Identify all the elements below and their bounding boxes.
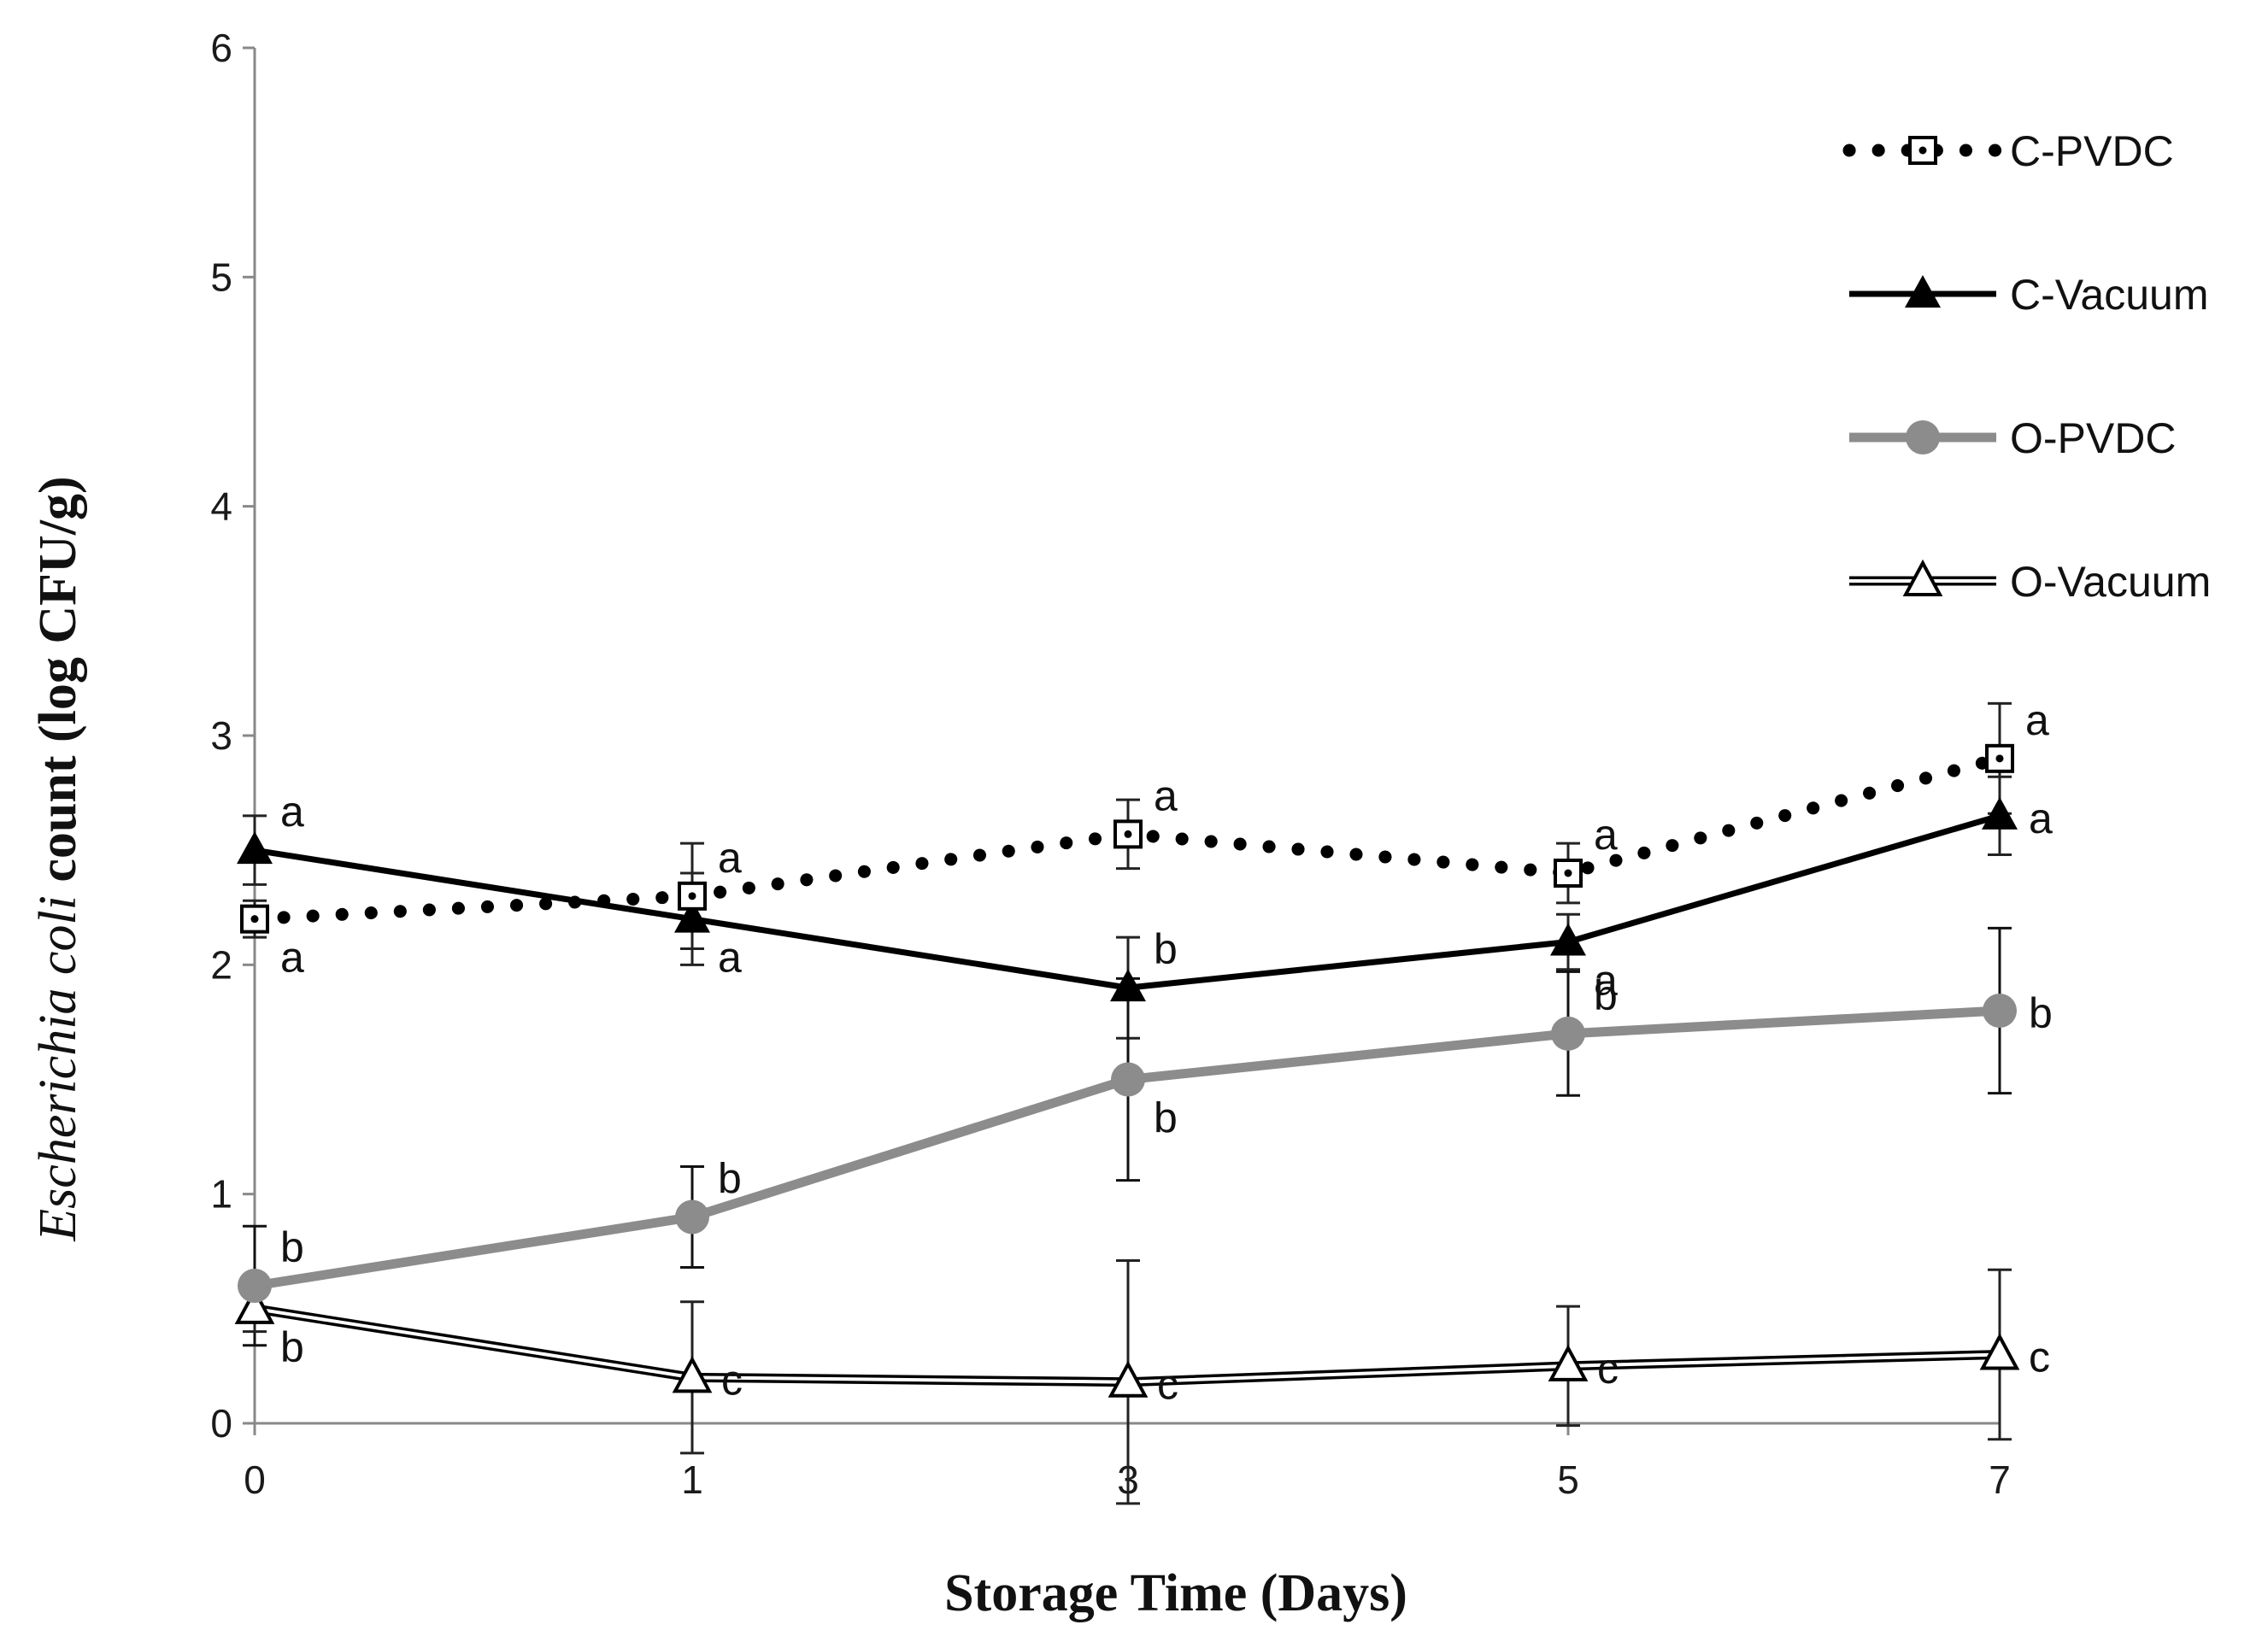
y-tick-label: 4 bbox=[210, 484, 232, 529]
marker-c-vacuum bbox=[674, 900, 710, 933]
legend-item-o-vacuum: O-Vacuum bbox=[1849, 558, 2211, 606]
significance-label: b bbox=[1154, 925, 1178, 973]
marker-o-vacuum bbox=[672, 1356, 713, 1393]
marker-c-vacuum bbox=[237, 831, 273, 865]
significance-label: a bbox=[1594, 957, 1618, 1005]
marker-o-pvdc bbox=[238, 1269, 272, 1303]
marker-c-pvdc-dot bbox=[250, 915, 259, 924]
y-axis-title: Escherichia coli count (log CFU/g) bbox=[29, 476, 87, 1241]
marker-o-pvdc bbox=[1983, 994, 2017, 1028]
legend-marker bbox=[1902, 559, 1943, 596]
y-tick-label: 3 bbox=[210, 713, 232, 758]
x-tick-label: 7 bbox=[1989, 1457, 2011, 1502]
legend-label: C-Vacuum bbox=[2010, 271, 2208, 319]
significance-label: a bbox=[1154, 771, 1178, 819]
marker-o-pvdc bbox=[1551, 1016, 1585, 1051]
y-tick-label: 6 bbox=[210, 26, 232, 70]
significance-label: a bbox=[280, 934, 304, 982]
marker-c-pvdc-dot bbox=[688, 892, 696, 900]
x-tick-label: 1 bbox=[681, 1457, 703, 1502]
marker-o-vacuum bbox=[1108, 1360, 1149, 1398]
significance-label: a bbox=[718, 834, 742, 882]
significance-label: b bbox=[280, 1323, 304, 1371]
legend-label: O-PVDC bbox=[2010, 414, 2176, 462]
legend-item-c-vacuum: C-Vacuum bbox=[1849, 271, 2208, 319]
marker-o-vacuum bbox=[234, 1287, 275, 1324]
legend-label: C-PVDC bbox=[2010, 127, 2174, 175]
significance-label: c bbox=[721, 1356, 743, 1404]
significance-label: b bbox=[1154, 1094, 1178, 1142]
marker-c-vacuum bbox=[1110, 969, 1146, 1002]
legend-item-o-pvdc: O-PVDC bbox=[1849, 414, 2176, 462]
legend-label: O-Vacuum bbox=[2010, 558, 2211, 606]
y-tick-label: 0 bbox=[210, 1401, 232, 1446]
significance-label: a bbox=[2025, 696, 2049, 744]
marker-c-pvdc-dot bbox=[1124, 830, 1132, 838]
legend-marker-dot bbox=[1918, 146, 1927, 155]
legend-item-c-pvdc: C-PVDC bbox=[1842, 127, 2174, 175]
y-axis-title-rest: count (log CFU/g) bbox=[29, 476, 87, 895]
legend-marker bbox=[1906, 420, 1940, 455]
marker-c-pvdc-dot bbox=[1995, 754, 2004, 763]
y-tick-label: 5 bbox=[210, 255, 232, 299]
marker-o-pvdc bbox=[1111, 1062, 1145, 1097]
marker-o-pvdc bbox=[675, 1199, 709, 1235]
marker-c-vacuum bbox=[1982, 796, 2018, 830]
y-tick-label: 1 bbox=[210, 1172, 232, 1217]
y-tick-label: 2 bbox=[210, 942, 232, 987]
marker-c-pvdc bbox=[1554, 859, 1583, 888]
significance-label: c bbox=[2029, 1334, 2050, 1381]
y-axis-title-italic: Escherichia coli bbox=[29, 895, 87, 1242]
significance-label: a bbox=[718, 934, 742, 982]
x-tick-label: 0 bbox=[244, 1457, 266, 1502]
legend: C-PVDC C-Vacuum O-PVDC O-Vacuum bbox=[1842, 127, 2211, 606]
significance-label: b bbox=[280, 1223, 304, 1271]
legend-marker bbox=[1905, 275, 1941, 308]
marker-c-pvdc-dot bbox=[1564, 869, 1572, 877]
significance-label: c bbox=[1597, 1345, 1619, 1393]
significance-label: c bbox=[1157, 1361, 1178, 1409]
marker-c-vacuum bbox=[1550, 923, 1586, 956]
significance-label: a bbox=[280, 788, 304, 836]
x-axis-title: Storage Time (Days) bbox=[944, 1564, 1407, 1622]
significance-label: b bbox=[1594, 971, 1618, 1019]
significance-label: b bbox=[2029, 989, 2053, 1037]
significance-label: b bbox=[718, 1155, 742, 1203]
marker-o-vacuum bbox=[1979, 1333, 2020, 1370]
x-tick-label: 5 bbox=[1557, 1457, 1579, 1502]
significance-label: a bbox=[1594, 811, 1618, 859]
significance-label: a bbox=[2029, 795, 2053, 842]
marker-o-vacuum bbox=[1548, 1344, 1589, 1381]
data-markers bbox=[234, 743, 2020, 1398]
